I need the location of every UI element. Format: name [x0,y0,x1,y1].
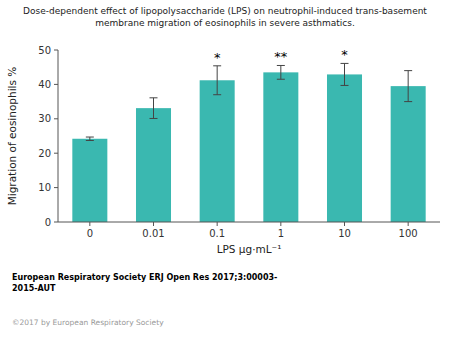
x-tick-label: 10 [338,228,351,239]
error-line [408,71,409,102]
error-cap [213,94,221,95]
x-tick-label: 100 [399,228,418,239]
bar [136,108,171,222]
y-tick [54,153,58,154]
y-axis-line [58,50,59,222]
error-line [280,65,281,79]
x-tick [217,222,218,226]
error-cap [277,65,285,66]
x-tick-label: 0 [87,228,93,239]
x-axis-line [58,222,440,223]
x-tick-label: 0.01 [142,228,164,239]
bar [200,80,235,222]
error-cap [341,85,349,86]
error-bar [277,65,285,79]
error-line [89,137,90,140]
footer: ©2017 by European Respiratory Society [12,318,164,327]
y-axis: 0 10 20 30 40 50 [38,45,58,228]
error-cap [213,65,221,66]
x-tick [280,222,281,226]
error-bar [213,66,221,95]
x-tick [153,222,154,226]
bar [327,74,362,222]
y-tick [54,118,58,119]
bar [263,72,298,222]
y-tick [54,187,58,188]
x-axis-label: LPS μg·mL⁻¹ [217,243,282,255]
y-tick-label: 30 [38,113,51,124]
error-bar [341,63,349,85]
error-cap [341,63,349,64]
error-cap [150,97,158,98]
error-line [344,63,345,85]
significance: * [214,50,221,65]
error-cap [150,118,158,119]
x-axis: 0 0.01 0.1 1 10 100 [58,222,440,239]
error-bar [86,137,94,140]
error-line [217,66,218,95]
x-tick [89,222,90,226]
y-tick [54,50,58,51]
error-bar [404,71,412,102]
x-tick-label: 0.1 [209,228,225,239]
y-tick-label: 50 [38,45,51,56]
error-line [153,98,154,119]
error-cap [404,70,412,71]
x-tick [408,222,409,226]
chart: Dose-dependent effect of lipopolysacchar… [0,0,450,338]
significance: * [341,47,348,62]
y-tick-label: 40 [38,79,51,90]
y-tick-label: 0 [45,217,51,228]
error-cap [277,79,285,80]
footer: European Respiratory Society ERJ Open Re… [12,273,277,293]
error-cap [86,140,94,141]
y-tick-label: 20 [38,148,51,159]
y-tick [54,84,58,85]
title: Dose-dependent effect of lipopolysacchar… [23,6,427,28]
error-cap [86,137,94,138]
x-tick [344,222,345,226]
bar [391,86,426,222]
bars [72,63,425,222]
y-tick [54,222,58,223]
significance: ** [274,49,288,64]
x-tick-label: 1 [278,228,284,239]
error-bar [150,98,158,119]
y-axis-label: Migration of eosinophils % [6,67,18,206]
bar [72,139,107,222]
y-tick-label: 10 [38,182,51,193]
error-cap [404,101,412,102]
